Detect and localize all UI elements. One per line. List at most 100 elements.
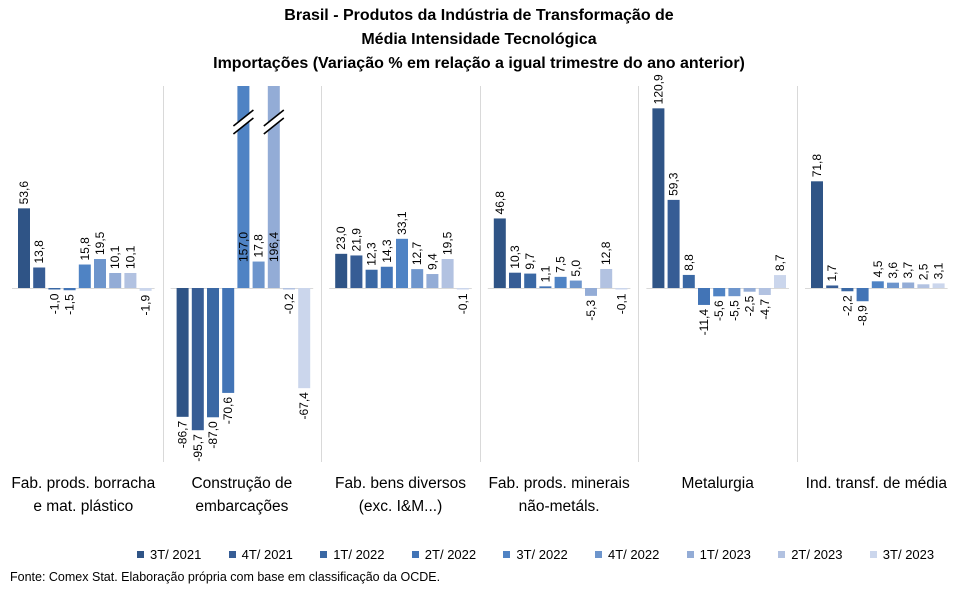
bar xyxy=(524,273,537,288)
bar xyxy=(713,288,726,297)
category-label: embarcações xyxy=(195,498,288,515)
data-label: 15,8 xyxy=(78,237,92,261)
data-label: 196,4 xyxy=(267,232,281,262)
legend-item: 3T/ 2023 xyxy=(869,546,934,564)
data-label: 4,5 xyxy=(871,260,885,277)
category-label: Fab. bens diversos xyxy=(335,475,466,492)
bar xyxy=(411,269,424,288)
bar xyxy=(493,218,506,288)
legend-swatch xyxy=(137,551,144,558)
bar xyxy=(94,259,106,288)
bar xyxy=(826,285,839,288)
bar xyxy=(456,288,469,290)
data-label: 13,8 xyxy=(32,240,46,264)
category-label: Fab. prods. borracha xyxy=(11,475,155,492)
chart-title-line-1: Brasil - Produtos da Indústria de Transf… xyxy=(284,7,674,24)
bar xyxy=(237,86,250,288)
data-label: -1,5 xyxy=(63,294,77,315)
data-label: 7,5 xyxy=(554,256,568,273)
data-label: -1,0 xyxy=(47,293,61,314)
bar xyxy=(667,199,680,288)
axis-break-mark xyxy=(231,112,255,132)
bar xyxy=(396,238,408,288)
data-label: -2,5 xyxy=(743,295,757,316)
bar xyxy=(48,288,61,290)
bar xyxy=(33,267,46,288)
legend-label: 1T/ 2023 xyxy=(699,547,751,562)
bar xyxy=(222,288,235,393)
legend-item: 4T/ 2022 xyxy=(595,546,659,564)
data-label: 21,9 xyxy=(349,228,363,252)
bar xyxy=(365,269,378,288)
category-label: Metalurgia xyxy=(682,475,755,492)
legend-item: 2T/ 2022 xyxy=(411,546,477,564)
legend-swatch xyxy=(503,551,511,558)
bar xyxy=(298,288,311,389)
data-label: 8,7 xyxy=(773,254,787,271)
bar xyxy=(124,272,137,288)
category-label: Construção de xyxy=(191,475,292,492)
data-label: 2,5 xyxy=(916,263,930,280)
bar xyxy=(350,255,363,288)
bar xyxy=(109,272,122,288)
bar xyxy=(887,282,899,288)
legend-item: 1T/ 2023 xyxy=(686,546,751,564)
bar xyxy=(554,276,567,288)
data-label: -5,5 xyxy=(727,300,741,321)
data-label: -11,4 xyxy=(697,309,711,336)
data-label: 1,1 xyxy=(538,265,552,282)
bar xyxy=(252,261,265,288)
chart-title-line-2: Média Intensidade Tecnológica xyxy=(361,31,597,48)
data-label: 1,7 xyxy=(825,264,839,281)
legend-label: 3T/ 2021 xyxy=(150,547,202,562)
data-label: -4,7 xyxy=(758,299,772,320)
data-label: 10,1 xyxy=(123,245,137,269)
bar xyxy=(811,181,823,288)
data-label: 12,3 xyxy=(365,242,379,266)
bar xyxy=(18,208,30,288)
data-label: -86,7 xyxy=(176,421,190,449)
data-label: 3,7 xyxy=(901,261,915,278)
chart-title-line-3: Importações (Variação % em relação a igu… xyxy=(213,55,745,72)
legend-item: 2T/ 2023 xyxy=(778,546,843,564)
legend-label: 3T/ 2022 xyxy=(516,547,568,562)
legend-item: 4T/ 2021 xyxy=(228,546,293,564)
bar xyxy=(652,108,665,289)
bar xyxy=(841,288,854,292)
data-label: 9,4 xyxy=(425,253,439,270)
data-label: -2,2 xyxy=(840,295,854,316)
data-label: -8,9 xyxy=(856,305,870,326)
bar xyxy=(728,288,741,297)
bar xyxy=(441,259,454,288)
legend-label: 2T/ 2022 xyxy=(424,547,477,562)
axis-break-mark xyxy=(263,117,285,135)
data-label: -0,2 xyxy=(282,293,296,314)
data-label: 8,8 xyxy=(682,254,696,271)
bar xyxy=(698,288,710,305)
axis-break-mark xyxy=(232,117,254,135)
data-label: 33,1 xyxy=(395,211,409,235)
bar xyxy=(509,272,521,288)
data-label: 53,6 xyxy=(17,181,31,205)
data-label: 9,7 xyxy=(523,253,537,270)
category-label: e mat. plástico xyxy=(33,498,133,515)
bar xyxy=(63,288,76,291)
chart-legend: 3T/ 2021 4T/ 2021 1T/ 2022 2T/ 2022 3T/ 2022… xyxy=(0,546,958,564)
legend-label: 1T/ 2022 xyxy=(333,547,385,562)
data-label: 10,3 xyxy=(508,245,522,269)
axis-break-mark xyxy=(262,112,286,132)
data-label: 12,7 xyxy=(410,241,424,265)
data-label: 3,1 xyxy=(932,262,946,279)
data-label: 17,8 xyxy=(252,234,266,258)
bar xyxy=(207,288,219,418)
bar xyxy=(856,288,869,302)
bar xyxy=(139,288,152,291)
legend-item: 3T/ 2021 xyxy=(137,546,201,564)
bar xyxy=(585,288,597,296)
legend-swatch xyxy=(595,551,602,558)
data-label: 19,5 xyxy=(93,231,107,255)
category-label: Fab. prods. minerais xyxy=(488,475,630,492)
bar xyxy=(902,282,915,288)
bar xyxy=(743,288,756,292)
